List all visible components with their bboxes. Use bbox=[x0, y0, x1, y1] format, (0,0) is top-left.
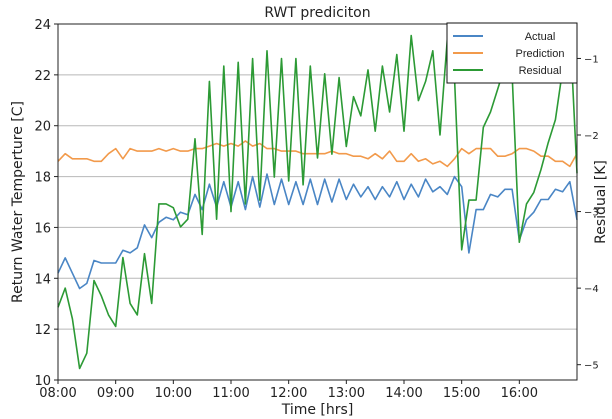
series-line-residual bbox=[57, 23, 578, 370]
x-axis-title: Time [hrs] bbox=[281, 402, 354, 418]
x-tick-label: 15:00 bbox=[443, 386, 480, 401]
series-line-actual bbox=[57, 173, 578, 290]
x-tick-label: 14:00 bbox=[385, 386, 422, 401]
legend-label-residual: Residual bbox=[519, 65, 562, 77]
legend-label-actual: Actual bbox=[525, 31, 556, 43]
series-layer bbox=[57, 23, 578, 370]
x-tick-label: 08:00 bbox=[39, 386, 76, 401]
x-tick-label: 09:00 bbox=[97, 386, 134, 401]
y2-tick-label: −5 bbox=[584, 361, 599, 372]
y-tick-label: 24 bbox=[34, 18, 51, 33]
chart-title: RWT prediciton bbox=[264, 5, 370, 21]
legend: Actual Prediction Residual bbox=[446, 22, 578, 84]
legend-label-prediction: Prediction bbox=[516, 48, 565, 60]
x-tick-label: 12:00 bbox=[270, 386, 307, 401]
y-tick-label: 10 bbox=[34, 374, 51, 389]
x-tick-label: 13:00 bbox=[328, 386, 365, 401]
plot-frame bbox=[57, 23, 578, 381]
y2-tick-label: −3 bbox=[584, 208, 599, 219]
y-tick-label: 18 bbox=[34, 171, 51, 186]
y-axis-title: Return Water Temperture [C] bbox=[10, 101, 26, 303]
x-tick-label: 16:00 bbox=[501, 386, 538, 401]
axes: 10 12 14 16 18 20 22 24 −5 −4 −3 −2 −1 08:00 09:00 10:0… bbox=[34, 18, 598, 401]
y2-axis-title: Residual [K] bbox=[593, 160, 609, 244]
x-tick-label: 11:00 bbox=[212, 386, 249, 401]
y2-tick-label: −2 bbox=[584, 131, 599, 142]
y-tick-label: 12 bbox=[34, 323, 51, 338]
y-tick-label: 16 bbox=[34, 221, 51, 236]
y-tick-label: 22 bbox=[34, 69, 51, 84]
y-tick-label: 20 bbox=[34, 120, 51, 135]
y-tick-label: 14 bbox=[34, 272, 51, 287]
x-tick-label: 10:00 bbox=[155, 386, 192, 401]
y2-tick-label: −1 bbox=[584, 54, 599, 65]
y2-tick-label: −4 bbox=[584, 284, 599, 295]
